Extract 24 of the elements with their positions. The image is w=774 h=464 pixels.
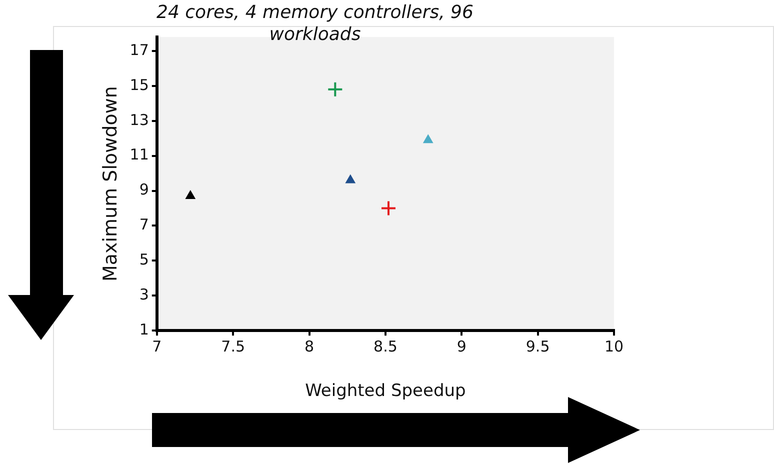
x-axis-title: Weighted Speedup <box>305 381 466 402</box>
x-tick-label: 8 <box>304 337 314 356</box>
x-tick-label: 9.5 <box>526 337 550 356</box>
x-tick-label: 9 <box>456 337 466 356</box>
x-tick-label: 8.5 <box>374 337 398 356</box>
point <box>327 81 344 98</box>
y-tick-label: 13 <box>130 110 149 129</box>
x-tick-label: 7 <box>152 337 162 356</box>
y-tick-label: 9 <box>139 180 149 199</box>
x-tick-label: 7.5 <box>221 337 245 356</box>
x-tick-label: 10 <box>604 337 624 356</box>
chart-title: 24 cores, 4 memory controllers, 96 workloads <box>156 2 474 45</box>
y-tick-label: 17 <box>130 40 149 59</box>
point <box>423 134 433 144</box>
y-tick-label: 7 <box>139 216 149 234</box>
y-tick-label: 1 <box>139 320 149 338</box>
y-tick-label: 11 <box>130 146 149 164</box>
point <box>380 200 396 216</box>
y-tick-label: 15 <box>130 76 149 94</box>
y-axis-title: Maximum Slowdown <box>99 86 122 282</box>
y-tick-label: 5 <box>139 250 149 269</box>
y-tick-label: 3 <box>139 286 149 304</box>
point <box>346 174 356 184</box>
point <box>186 190 196 200</box>
